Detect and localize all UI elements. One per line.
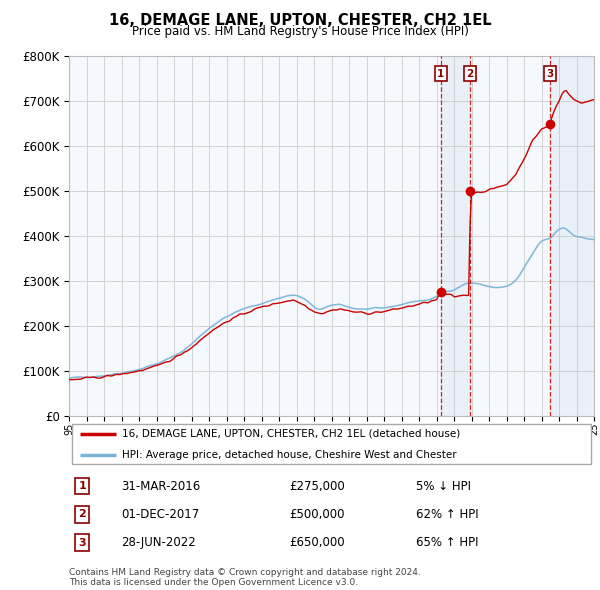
Text: 01-DEC-2017: 01-DEC-2017 xyxy=(121,508,200,521)
Text: 1: 1 xyxy=(78,481,86,491)
Bar xyxy=(550,56,594,416)
Text: Price paid vs. HM Land Registry's House Price Index (HPI): Price paid vs. HM Land Registry's House … xyxy=(131,25,469,38)
Text: 5% ↓ HPI: 5% ↓ HPI xyxy=(415,480,470,493)
Text: 16, DEMAGE LANE, UPTON, CHESTER, CH2 1EL: 16, DEMAGE LANE, UPTON, CHESTER, CH2 1EL xyxy=(109,13,491,28)
Text: 3: 3 xyxy=(79,537,86,548)
Text: Contains HM Land Registry data © Crown copyright and database right 2024.
This d: Contains HM Land Registry data © Crown c… xyxy=(69,568,421,587)
Text: HPI: Average price, detached house, Cheshire West and Chester: HPI: Average price, detached house, Ches… xyxy=(121,450,456,460)
Text: 2: 2 xyxy=(78,509,86,519)
Bar xyxy=(441,56,470,416)
Text: 28-JUN-2022: 28-JUN-2022 xyxy=(121,536,196,549)
Text: 2: 2 xyxy=(466,68,474,78)
FancyBboxPatch shape xyxy=(71,424,592,464)
Text: 1: 1 xyxy=(437,68,445,78)
Text: 31-MAR-2016: 31-MAR-2016 xyxy=(121,480,201,493)
Text: 3: 3 xyxy=(547,68,554,78)
Text: 65% ↑ HPI: 65% ↑ HPI xyxy=(415,536,478,549)
Text: 62% ↑ HPI: 62% ↑ HPI xyxy=(415,508,478,521)
Text: £275,000: £275,000 xyxy=(290,480,345,493)
Text: £500,000: £500,000 xyxy=(290,508,345,521)
Text: £650,000: £650,000 xyxy=(290,536,345,549)
Text: 16, DEMAGE LANE, UPTON, CHESTER, CH2 1EL (detached house): 16, DEMAGE LANE, UPTON, CHESTER, CH2 1EL… xyxy=(121,429,460,439)
